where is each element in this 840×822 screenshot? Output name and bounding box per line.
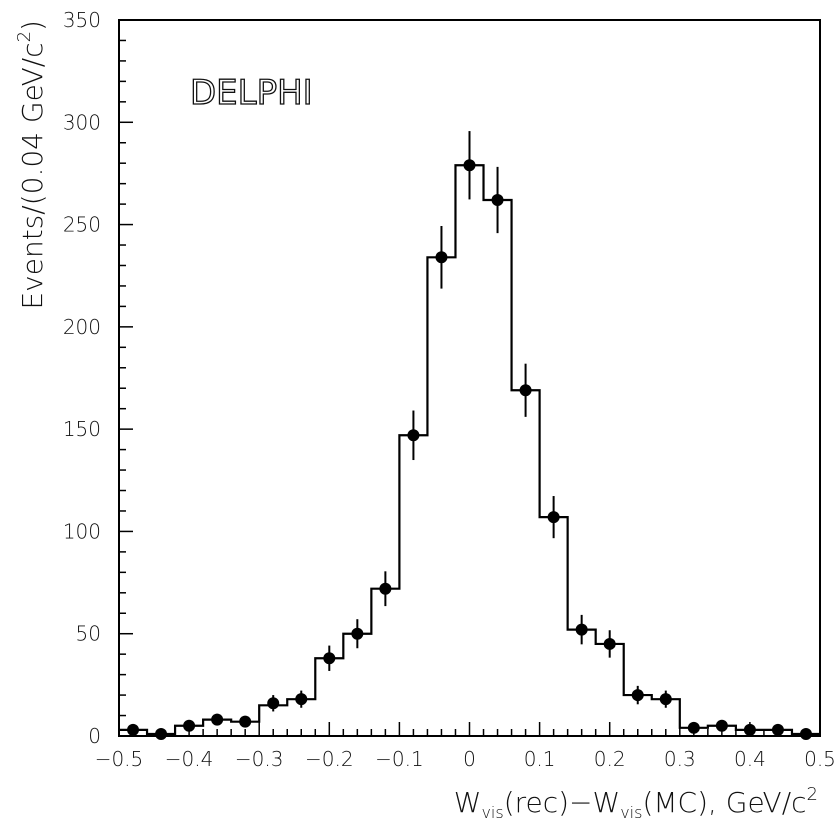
- axis-ticks: [118, 19, 821, 737]
- y-tick-label: 50: [76, 622, 101, 646]
- x-tick-label: −0.1: [375, 747, 424, 771]
- plot-frame: [118, 19, 821, 737]
- data-point: [239, 715, 252, 728]
- x-axis-title-sub1: vis: [481, 803, 503, 822]
- data-point: [631, 689, 644, 702]
- data-point: [519, 384, 532, 397]
- data-point: [183, 719, 196, 732]
- data-point: [323, 652, 336, 665]
- x-axis-title-mid: (rec)−W: [504, 786, 621, 819]
- x-tick-label: 0.4: [734, 747, 766, 771]
- tick-labels: −0.5 −0.4 −0.3 −0.2 −0.1 0 0.1 0.2 0.3 0.4 0.5 0 50 1…: [63, 8, 836, 771]
- data-point: [379, 582, 392, 595]
- data-point: [575, 623, 588, 636]
- data-point: [771, 723, 784, 736]
- data-point: [659, 693, 672, 706]
- y-tick-label: 150: [63, 417, 101, 441]
- y-tick-label: 350: [63, 8, 101, 32]
- x-axis-title-sub2: vis: [620, 803, 642, 822]
- data-points: [127, 131, 812, 740]
- y-tick-label: 250: [63, 213, 101, 237]
- data-point: [211, 713, 224, 726]
- data-point: [715, 719, 728, 732]
- x-axis-title: Wvis(rec)−Wvis(MC), GeV/c2: [454, 784, 818, 822]
- y-axis-title-close: ): [16, 20, 49, 31]
- data-point: [407, 429, 420, 442]
- data-point: [267, 697, 280, 710]
- data-point: [547, 511, 560, 524]
- data-point: [155, 727, 168, 740]
- x-tick-label: −0.3: [235, 747, 284, 771]
- x-axis-title-end: (MC), GeV/c: [642, 786, 806, 819]
- x-tick-label: −0.5: [95, 747, 144, 771]
- data-point: [743, 723, 756, 736]
- x-tick-label: 0.5: [804, 747, 836, 771]
- y-tick-label: 200: [63, 315, 101, 339]
- y-axis-title-sup: 2: [14, 31, 35, 42]
- data-point: [127, 723, 140, 736]
- x-tick-label: 0: [463, 747, 476, 771]
- y-tick-label: 300: [63, 110, 101, 134]
- data-point: [295, 693, 308, 706]
- y-axis-title: Events/(0.04 GeV/c2): [14, 20, 49, 310]
- y-tick-label: 100: [63, 519, 101, 543]
- x-axis-title-w1: W: [454, 786, 482, 819]
- data-point: [491, 194, 504, 207]
- y-tick-label: 0: [88, 724, 101, 748]
- x-axis-title-sup: 2: [807, 784, 818, 805]
- data-point: [435, 251, 448, 264]
- x-tick-label: −0.4: [165, 747, 214, 771]
- data-point: [603, 637, 616, 650]
- y-axis-title-main: Events/(0.04 GeV/c: [16, 42, 49, 309]
- x-tick-label: 0.2: [594, 747, 626, 771]
- mc-histogram-line: [119, 164, 820, 736]
- x-tick-label: 0.1: [524, 747, 556, 771]
- data-point: [687, 721, 700, 734]
- x-tick-label: 0.3: [664, 747, 696, 771]
- data-point: [351, 627, 364, 640]
- delphi-annotation: DELPHI: [190, 73, 313, 113]
- data-point: [799, 727, 812, 740]
- x-tick-label: −0.2: [305, 747, 354, 771]
- data-point: [463, 159, 476, 172]
